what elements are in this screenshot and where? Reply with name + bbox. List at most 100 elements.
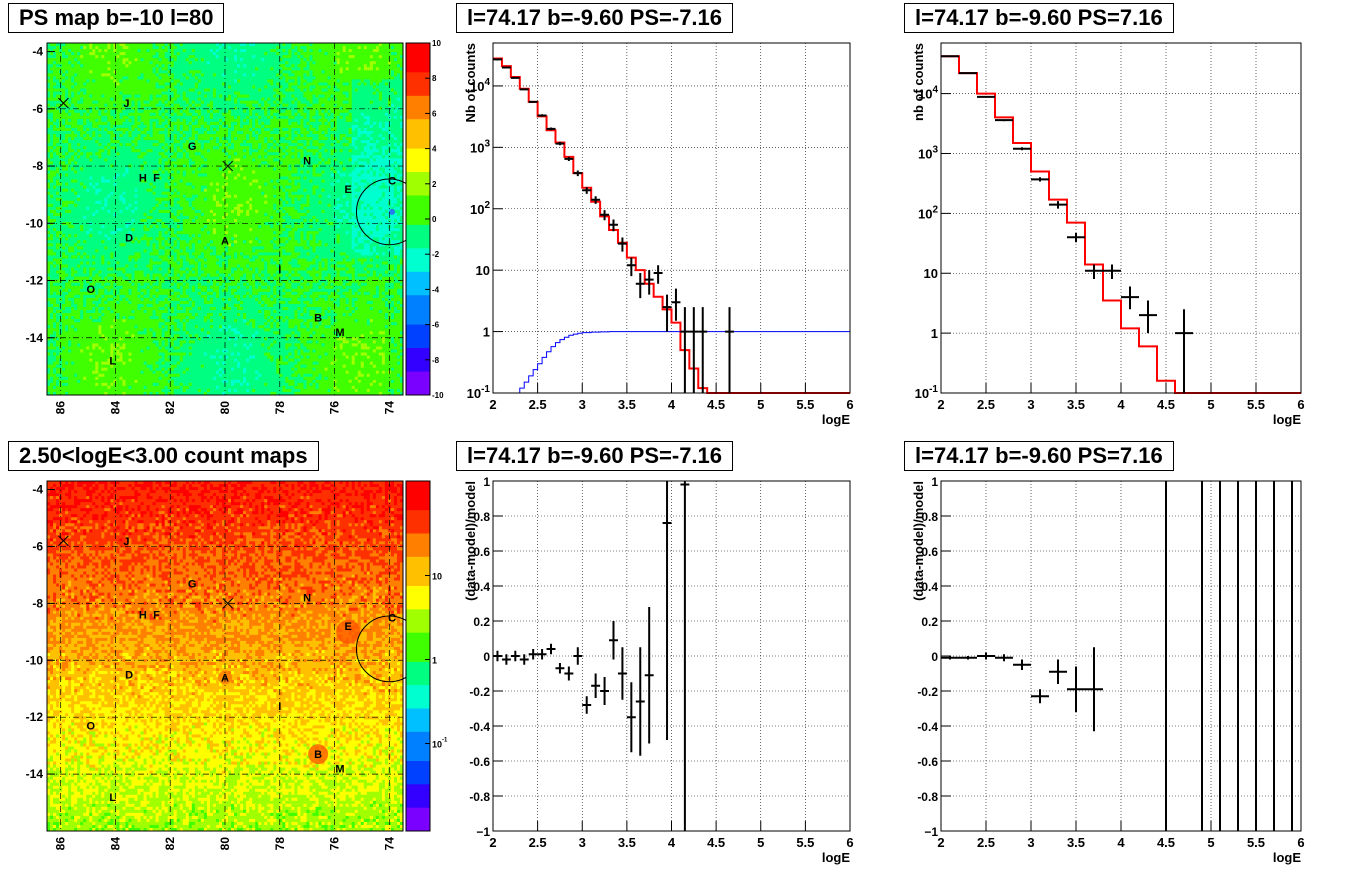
spec_neg-xtick-6: 5 — [757, 397, 764, 412]
res_pos-ytick-4: 0.2 — [921, 615, 938, 629]
res_neg-xtick-5: 4.5 — [707, 835, 725, 850]
spec_neg-xtick-8: 6 — [846, 397, 853, 412]
res_neg-xtick-2: 3 — [579, 835, 586, 850]
res_neg-xtick-1: 2.5 — [529, 835, 547, 850]
res_neg-ytick-6: -0.2 — [469, 685, 490, 699]
res_neg-ylabel: (data-model)/model — [463, 481, 478, 601]
ps-colorbar — [406, 43, 430, 396]
res_neg-ytick-4: 0.2 — [473, 615, 490, 629]
count-map-ytick-0: -4 — [32, 483, 43, 497]
spec_pos-xtick-3: 3.5 — [1067, 397, 1085, 412]
ps-source-label-E: E — [345, 184, 352, 196]
res_pos-ytick-7: -0.4 — [917, 720, 938, 734]
residual-neg-title: l=74.17 b=-9.60 PS=-7.16 — [456, 441, 733, 471]
spec_pos-xtick-1: 2.5 — [977, 397, 995, 412]
count-source-label-C: C — [388, 613, 396, 625]
spec_pos-xtick-5: 4.5 — [1157, 397, 1175, 412]
spec_pos-xtick-2: 3 — [1027, 397, 1034, 412]
ps-map-ytick-1: -6 — [32, 102, 43, 116]
ps-colorbar-tick-1: 8 — [432, 74, 437, 83]
spec_pos-xlabel: logE — [1273, 412, 1301, 427]
spec_neg-ytick-3: 102 — [470, 200, 490, 217]
spec_neg-xtick-4: 4 — [668, 397, 676, 412]
count-map-xtick-5: 76 — [328, 837, 342, 851]
res_neg-xtick-3: 3.5 — [618, 835, 636, 850]
count-colorbar-tick-1: 1 — [432, 656, 437, 666]
ps-map-ytick-4: -12 — [26, 274, 44, 288]
ps-map-ytick-3: -10 — [26, 216, 44, 230]
ps-map-xtick-4: 78 — [273, 401, 287, 415]
res_pos-xtick-2: 3 — [1027, 835, 1034, 850]
count-map-ytick-1: -6 — [32, 539, 43, 553]
res_pos-xlabel: logE — [1273, 850, 1301, 865]
spec_neg-data-point-5 — [538, 114, 547, 116]
count-map-title: 2.50<logE<3.00 count maps — [8, 441, 319, 471]
res_pos-xtick-6: 5 — [1207, 835, 1214, 850]
res_pos-ytick-10: −1 — [924, 825, 938, 839]
res_neg-ytick-10: −1 — [476, 825, 490, 839]
residual-pos-title: l=74.17 b=-9.60 PS=7.16 — [904, 441, 1174, 471]
res_pos-ytick-5: 0 — [931, 650, 938, 664]
res_neg-xtick-6: 5 — [757, 835, 764, 850]
spec_pos-ytick-3: 102 — [918, 204, 938, 221]
ps-map-xtick-2: 82 — [163, 401, 177, 415]
spec_neg-xtick-2: 3 — [579, 397, 586, 412]
res_neg-ytick-9: -0.8 — [469, 790, 490, 804]
spec_neg-data-point-2 — [511, 77, 520, 79]
res_neg-xtick-7: 5.5 — [796, 835, 814, 850]
res_neg-ytick-8: -0.6 — [469, 755, 490, 769]
spec_neg-xtick-3: 3.5 — [618, 397, 636, 412]
res_neg-xtick-0: 2 — [489, 835, 496, 850]
ps-map-xtick-3: 80 — [218, 401, 232, 415]
ps-map-xtick-0: 86 — [54, 401, 68, 415]
ps-map-xtick-5: 76 — [328, 401, 342, 415]
res_pos-ytick-0: 1 — [931, 475, 938, 489]
count-source-label-A: A — [221, 672, 229, 684]
ps-colorbar-tick-4: 2 — [432, 180, 437, 189]
spec_neg-data-point-3 — [520, 88, 529, 90]
count-map-xtick-3: 80 — [218, 837, 232, 851]
count-source-label-L: L — [109, 792, 116, 804]
spec_pos-data-point-3 — [995, 119, 1013, 121]
ps-colorbar-tick-2: 6 — [432, 109, 437, 118]
res_pos-xtick-5: 4.5 — [1157, 835, 1175, 850]
res_pos-xtick-8: 6 — [1297, 835, 1304, 850]
spec_pos-ytick-4: 103 — [918, 144, 938, 161]
spec_neg-xtick-5: 4.5 — [707, 397, 725, 412]
spec_neg-data-point-6 — [547, 128, 556, 131]
spec_pos-xtick-8: 6 — [1297, 397, 1304, 412]
ps-map-ytick-0: -4 — [32, 45, 43, 59]
ps-colorbar-tick-6: -2 — [432, 250, 440, 259]
spec_pos-ylabel: nb of counts — [911, 43, 926, 121]
spec_neg-xtick-1: 2.5 — [529, 397, 547, 412]
spec_pos-ytick-1: 1 — [931, 326, 938, 341]
count-source-label-H: H — [139, 610, 147, 622]
ps-source-label-O: O — [87, 284, 96, 296]
ps-colorbar-tick-10: -10 — [432, 391, 444, 400]
ps-colorbar-tick-0: 10 — [432, 39, 441, 48]
ps-source-label-B: B — [314, 313, 322, 325]
res_pos-xtick-0: 2 — [937, 835, 944, 850]
count-source-label-O: O — [87, 721, 96, 733]
spec_pos-data-point-1 — [959, 73, 977, 74]
ps-source-label-J: J — [123, 98, 129, 110]
ps-source-label-C: C — [388, 175, 396, 187]
ps-source-label-A: A — [221, 235, 229, 247]
spec_pos-xtick-0: 2 — [937, 397, 944, 412]
spec_pos-xtick-7: 5.5 — [1247, 397, 1265, 412]
res_neg-ytick-7: -0.4 — [469, 720, 490, 734]
spec_pos-data-point-2 — [977, 96, 995, 98]
count-source-label-F: F — [153, 610, 160, 622]
count-source-label-G: G — [188, 578, 197, 590]
count-source-label-N: N — [303, 593, 311, 605]
spectrum-neg-title: l=74.17 b=-9.60 PS=-7.16 — [456, 3, 733, 33]
ps-source-label-N: N — [303, 155, 311, 167]
spec_neg-data-point-4 — [529, 101, 538, 103]
ps-colorbar-tick-9: -8 — [432, 356, 440, 365]
count-map-xtick-2: 82 — [163, 837, 177, 851]
spec_neg-ylabel: Nb of counts — [463, 43, 478, 122]
spec_neg-xlabel: logE — [822, 412, 850, 427]
spec_neg-xtick-0: 2 — [489, 397, 496, 412]
ps-map-ytick-5: -14 — [26, 331, 44, 345]
count-map-ytick-3: -10 — [26, 653, 44, 667]
